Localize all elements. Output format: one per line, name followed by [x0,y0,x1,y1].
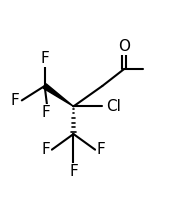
Polygon shape [43,84,74,106]
Text: F: F [69,164,78,179]
Text: F: F [40,51,49,66]
Text: F: F [42,142,50,157]
Text: O: O [118,39,130,54]
Text: Cl: Cl [106,99,121,114]
Text: F: F [97,142,106,157]
Text: F: F [42,105,50,120]
Text: F: F [10,93,19,108]
